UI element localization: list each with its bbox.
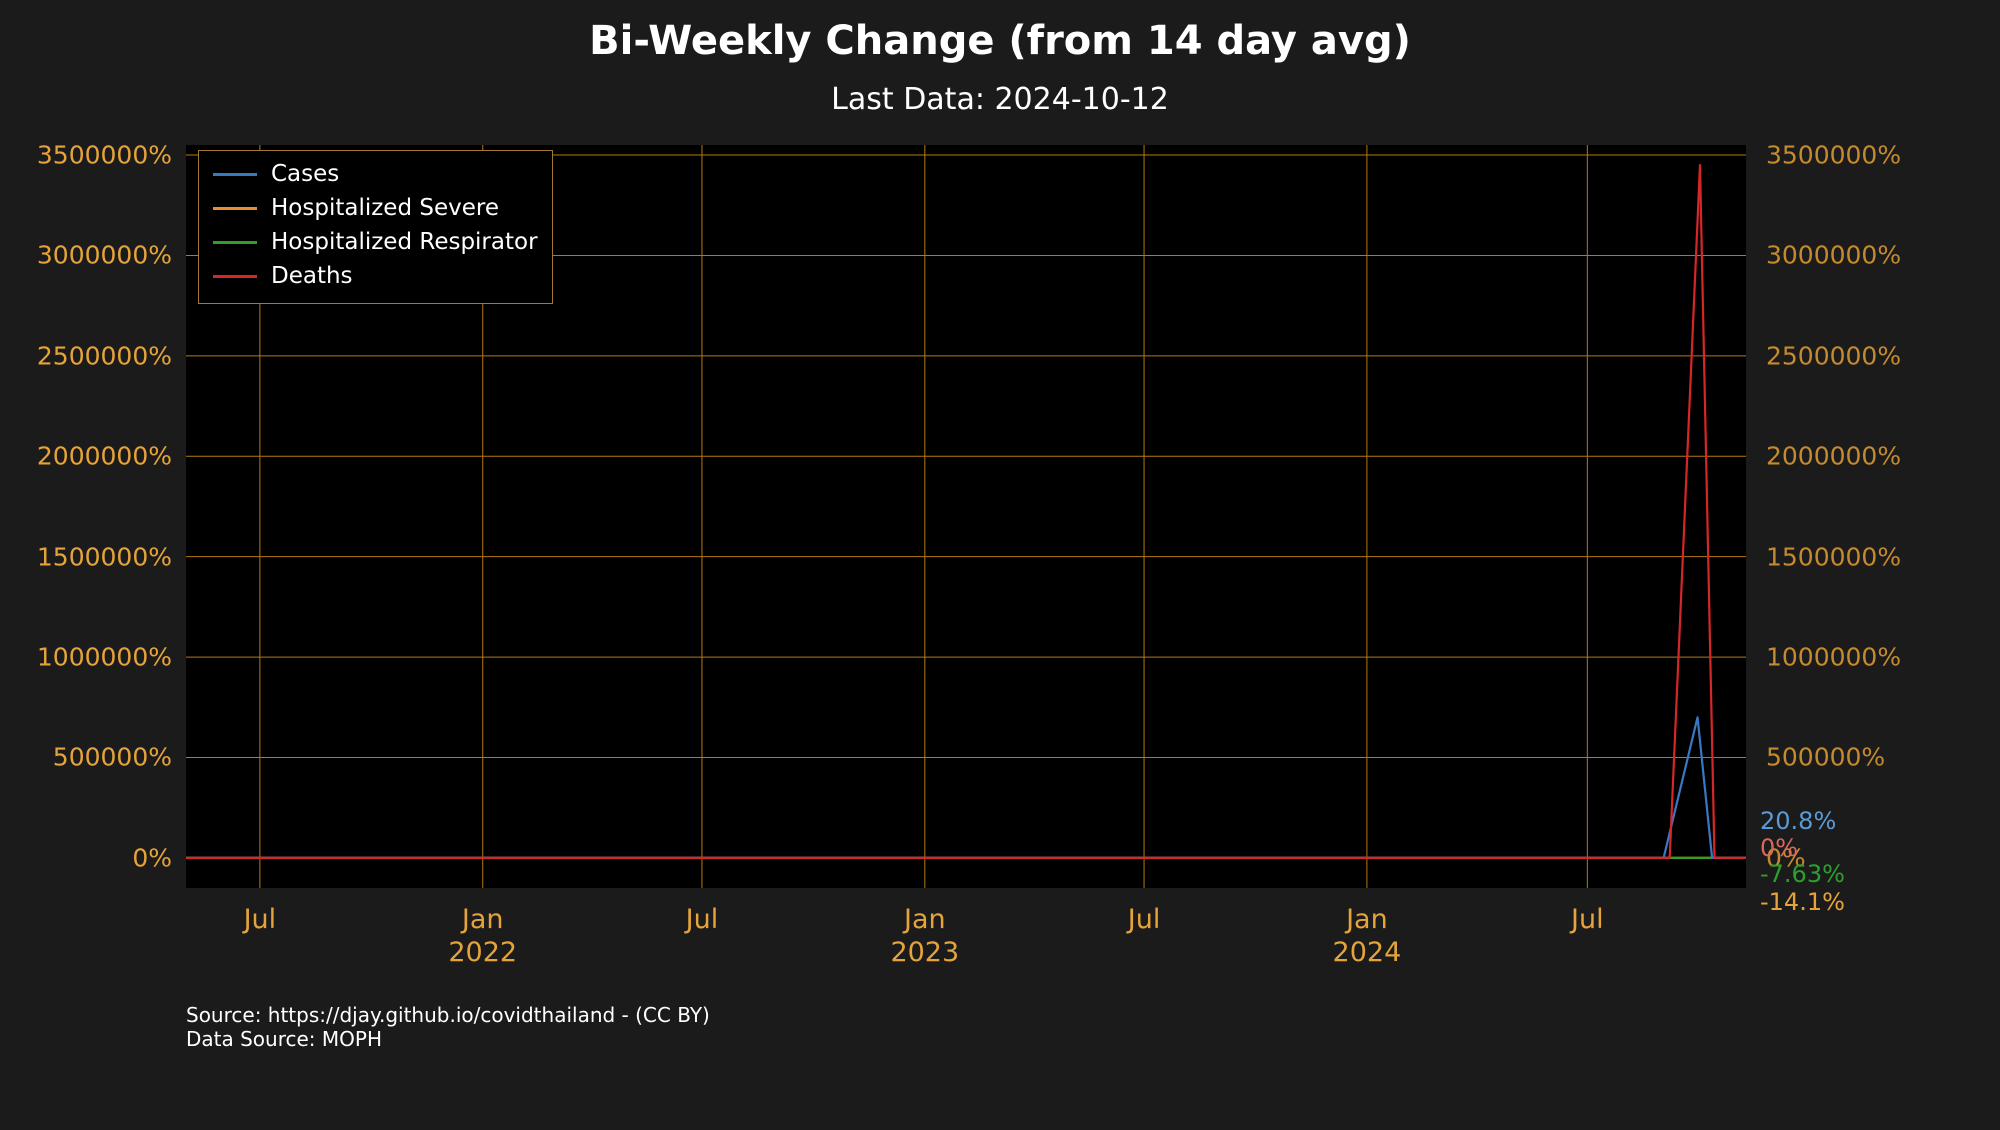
x-tick-label: Jan — [904, 904, 946, 935]
legend-item-cases: Cases — [213, 157, 538, 191]
chart-title: Bi-Weekly Change (from 14 day avg) — [0, 18, 2000, 64]
legend-item-hosp_resp: Hospitalized Respirator — [213, 225, 538, 259]
y-tick-left: 3000000% — [37, 241, 172, 270]
legend-label: Hospitalized Respirator — [271, 229, 538, 255]
y-tick-left: 500000% — [53, 743, 172, 772]
series-end-label-deaths: 0% — [1760, 834, 1798, 862]
series-end-label-hosp_resp: -7.63% — [1760, 860, 1845, 888]
legend-item-hosp_severe: Hospitalized Severe — [213, 191, 538, 225]
y-tick-left: 2000000% — [37, 442, 172, 471]
chart-figure: Bi-Weekly Change (from 14 day avg) Last … — [0, 0, 2000, 1130]
chart-legend: Cases Hospitalized Severe Hospitalized Res… — [198, 150, 553, 304]
y-tick-right: 3500000% — [1766, 141, 1901, 170]
legend-swatch — [213, 173, 257, 176]
x-tick-label: Jul — [1571, 904, 1604, 935]
legend-swatch — [213, 207, 257, 210]
legend-swatch — [213, 241, 257, 244]
y-tick-right: 1000000% — [1766, 643, 1901, 672]
legend-label: Deaths — [271, 263, 353, 289]
x-tick-label: Jan — [1346, 904, 1388, 935]
legend-label: Hospitalized Severe — [271, 195, 499, 221]
y-tick-right: 500000% — [1766, 743, 1885, 772]
y-tick-left: 0% — [132, 843, 172, 872]
x-tick-year: 2024 — [1333, 937, 1402, 968]
x-tick-label: Jan — [462, 904, 504, 935]
legend-label: Cases — [271, 161, 339, 187]
chart-subtitle: Last Data: 2024-10-12 — [0, 82, 2000, 117]
y-tick-right: 2500000% — [1766, 341, 1901, 370]
series-end-label-hosp_severe: -14.1% — [1760, 888, 1845, 916]
y-tick-left: 3500000% — [37, 141, 172, 170]
x-tick-label: Jul — [686, 904, 719, 935]
legend-item-deaths: Deaths — [213, 259, 538, 293]
y-tick-left: 1500000% — [37, 542, 172, 571]
x-tick-label: Jul — [1128, 904, 1161, 935]
source-line-2: Data Source: MOPH — [186, 1027, 710, 1051]
source-line-1: Source: https://djay.github.io/covidthai… — [186, 1003, 710, 1027]
y-tick-right: 3000000% — [1766, 241, 1901, 270]
x-tick-year: 2023 — [890, 937, 959, 968]
x-tick-year: 2022 — [448, 937, 517, 968]
series-end-label-cases: 20.8% — [1760, 807, 1836, 835]
legend-swatch — [213, 275, 257, 278]
y-tick-left: 1000000% — [37, 643, 172, 672]
y-tick-left: 2500000% — [37, 341, 172, 370]
x-tick-label: Jul — [244, 904, 277, 935]
chart-source: Source: https://djay.github.io/covidthai… — [186, 1003, 710, 1051]
y-tick-right: 2000000% — [1766, 442, 1901, 471]
y-tick-right: 1500000% — [1766, 542, 1901, 571]
